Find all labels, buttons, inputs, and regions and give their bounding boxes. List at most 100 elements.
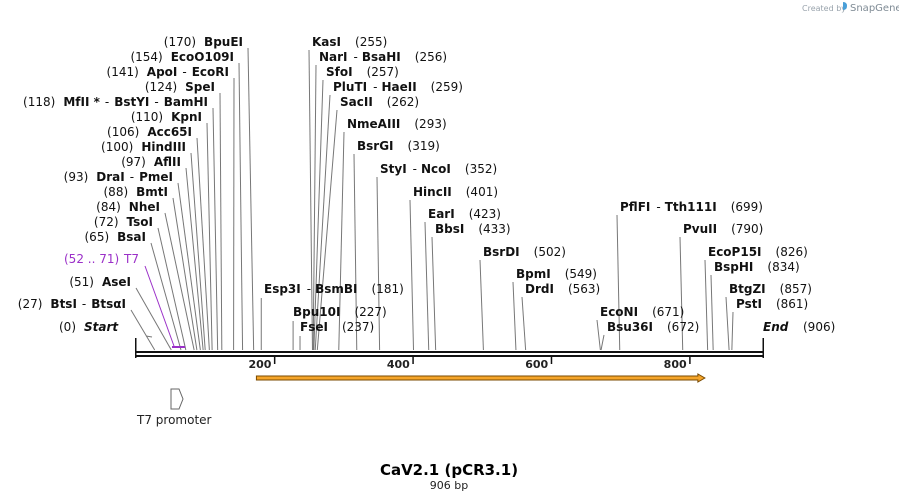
right-site-name[interactable]: Bpu10I <box>293 305 340 319</box>
left-site-pos[interactable]: (110) <box>131 110 163 124</box>
t7-site-bar[interactable] <box>171 346 186 348</box>
left-site-name[interactable]: BsaI <box>117 230 146 244</box>
right-site-pos[interactable]: (834) <box>767 260 799 274</box>
right-site-pos[interactable]: (237) <box>342 320 374 334</box>
right-site-name[interactable]: BpmI <box>516 267 551 281</box>
right-site-pos[interactable]: (826) <box>776 245 808 259</box>
right-site-name[interactable]: KasI <box>312 35 341 49</box>
right-site-pos[interactable]: (255) <box>355 35 387 49</box>
right-site-pos[interactable]: (857) <box>780 282 812 296</box>
right-site-name[interactable]: FseI <box>300 320 328 334</box>
right-site-name[interactable]: BsrDI <box>483 245 520 259</box>
right-site-name[interactable]: BsrGI <box>357 139 394 153</box>
left-site-name[interactable]: EcoO109I <box>171 50 234 64</box>
right-site-name[interactable]: BbsI <box>435 222 464 236</box>
right-site-name[interactable]: BspHI <box>714 260 753 274</box>
t7-promoter-feature[interactable] <box>170 388 184 410</box>
site-separator[interactable]: - <box>307 282 311 296</box>
left-site-pos[interactable]: (93) <box>64 170 89 184</box>
right-site-pos[interactable]: (423) <box>469 207 501 221</box>
right-site-name[interactable]: DrdI <box>525 282 554 296</box>
right-site-pos[interactable]: (790) <box>731 222 763 236</box>
right-site-name[interactable]: SacII <box>340 95 373 109</box>
right-site-pos[interactable]: (502) <box>534 245 566 259</box>
right-site-pos[interactable]: (256) <box>415 50 447 64</box>
site-separator[interactable]: - <box>154 95 158 109</box>
left-site-name[interactable]: EcoRI <box>192 65 229 79</box>
site-separator[interactable]: - <box>182 65 186 79</box>
site-separator[interactable]: - <box>105 95 109 109</box>
right-site-pos[interactable]: (401) <box>466 185 498 199</box>
right-site-name[interactable]: NmeAIII <box>347 117 400 131</box>
right-site-pos[interactable]: (259) <box>431 80 463 94</box>
right-site-name[interactable]: BsaHI <box>362 50 401 64</box>
left-site-pos[interactable]: (124) <box>145 80 177 94</box>
right-site-pos[interactable]: (257) <box>367 65 399 79</box>
left-site-pos[interactable]: (84) <box>96 200 121 214</box>
right-site-name[interactable]: BtgZI <box>729 282 766 296</box>
right-site-pos[interactable]: (262) <box>387 95 419 109</box>
site-separator[interactable]: - <box>413 162 417 176</box>
right-site-name[interactable]: NarI <box>319 50 348 64</box>
left-site-pos[interactable]: (51) <box>69 275 94 289</box>
orf-arrow[interactable] <box>255 373 706 383</box>
right-site-pos[interactable]: (563) <box>568 282 600 296</box>
left-site-pos[interactable]: (141) <box>107 65 139 79</box>
right-site-name[interactable]: HincII <box>413 185 452 199</box>
right-site-name[interactable]: EcoNI <box>600 305 638 319</box>
right-site-pos[interactable]: (293) <box>414 117 446 131</box>
site-separator[interactable]: - <box>354 50 358 64</box>
left-site-name[interactable]: BstYI <box>114 95 149 109</box>
left-site-pos[interactable]: (170) <box>164 35 196 49</box>
right-site-name[interactable]: Bsu36I <box>607 320 653 334</box>
left-site-name[interactable]: AseI <box>102 275 131 289</box>
left-site-pos[interactable]: (97) <box>121 155 146 169</box>
right-site-name[interactable]: NcoI <box>421 162 451 176</box>
right-site-pos[interactable]: (671) <box>652 305 684 319</box>
site-separator[interactable]: - <box>82 297 86 311</box>
site-separator[interactable]: - <box>656 200 660 214</box>
left-site-name[interactable]: Acc65I <box>147 125 192 139</box>
right-site-name[interactable]: PvuII <box>683 222 717 236</box>
left-site-pos[interactable]: (72) <box>94 215 119 229</box>
left-site-pos[interactable]: (118) <box>23 95 55 109</box>
right-site-pos[interactable]: (699) <box>731 200 763 214</box>
left-site-name[interactable]: BamHI <box>164 95 208 109</box>
left-site-name[interactable]: TsoI <box>127 215 153 229</box>
left-site-name[interactable]: BtsI <box>50 297 77 311</box>
left-site-name[interactable]: PmeI <box>139 170 173 184</box>
right-site-pos[interactable]: (227) <box>354 305 386 319</box>
left-site-pos[interactable]: (27) <box>18 297 43 311</box>
left-site-name[interactable]: SpeI <box>185 80 215 94</box>
right-site-pos[interactable]: (319) <box>408 139 440 153</box>
right-site-pos[interactable]: (672) <box>667 320 699 334</box>
right-site-name[interactable]: PluTI <box>333 80 367 94</box>
right-site-name[interactable]: HaeII <box>381 80 416 94</box>
right-site-name[interactable]: StyI <box>380 162 407 176</box>
site-separator[interactable]: - <box>373 80 377 94</box>
right-site-name[interactable]: EcoP15I <box>708 245 762 259</box>
site-separator[interactable]: - <box>130 170 134 184</box>
right-site-name[interactable]: SfoI <box>326 65 353 79</box>
right-site-name[interactable]: BsmBI <box>315 282 357 296</box>
left-site-name[interactable]: MfII * <box>63 95 100 109</box>
right-site-name[interactable]: Esp3I <box>264 282 301 296</box>
left-site-pos[interactable]: (154) <box>130 50 162 64</box>
left-site-name[interactable]: NheI <box>129 200 160 214</box>
right-site-name[interactable]: PstI <box>736 297 762 311</box>
right-site-pos[interactable]: (861) <box>776 297 808 311</box>
right-site-pos[interactable]: (549) <box>565 267 597 281</box>
left-site-pos[interactable]: (100) <box>101 140 133 154</box>
right-site-name[interactable]: PflFI <box>620 200 650 214</box>
right-site-pos[interactable]: (433) <box>478 222 510 236</box>
left-site-pos[interactable]: (65) <box>85 230 110 244</box>
right-site-name[interactable]: EarI <box>428 207 455 221</box>
left-site-name[interactable]: BtsαI <box>91 297 126 311</box>
left-site-name[interactable]: DraI <box>96 170 124 184</box>
right-site-name[interactable]: Tth111I <box>665 200 717 214</box>
right-site-pos[interactable]: (352) <box>465 162 497 176</box>
left-site-name[interactable]: HindIII <box>141 140 186 154</box>
left-site-name[interactable]: BpuEI <box>204 35 243 49</box>
left-site-pos[interactable]: (88) <box>104 185 129 199</box>
left-site-name[interactable]: KpnI <box>171 110 202 124</box>
